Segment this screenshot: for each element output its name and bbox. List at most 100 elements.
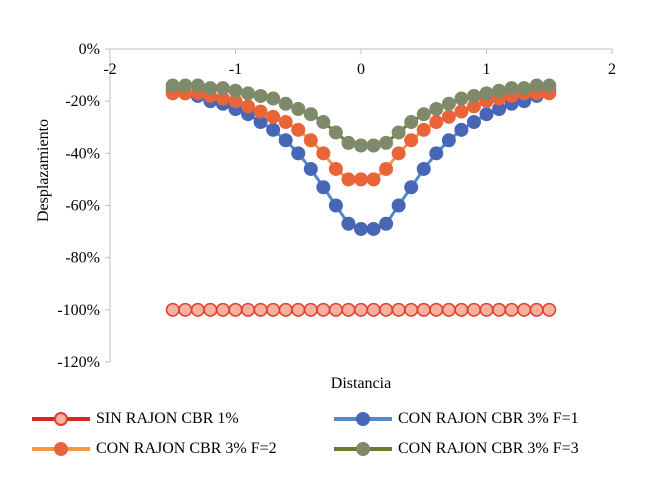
data-point-sin-rajon	[454, 302, 469, 317]
data-point-f1	[303, 161, 318, 176]
data-point-f2	[278, 115, 293, 130]
data-point-f3	[391, 125, 406, 140]
data-point-f2	[391, 146, 406, 161]
data-point-f2	[416, 122, 431, 137]
data-point-sin-rajon	[253, 302, 268, 317]
data-point-sin-rajon	[542, 302, 557, 317]
data-point-f3	[454, 91, 469, 106]
y-axis-title: Desplazamiento	[35, 119, 52, 222]
data-point-f1	[391, 198, 406, 213]
data-point-f2	[341, 172, 356, 187]
data-point-f3	[341, 135, 356, 150]
data-point-sin-rajon	[504, 302, 519, 317]
data-point-f3	[504, 81, 519, 96]
data-point-sin-rajon	[203, 302, 218, 317]
data-point-sin-rajon	[165, 302, 180, 317]
data-point-sin-rajon	[215, 302, 230, 317]
y-tick-label: -80%	[65, 250, 100, 267]
data-point-sin-rajon	[366, 302, 381, 317]
data-point-f1	[366, 221, 381, 236]
data-point-sin-rajon	[466, 302, 481, 317]
data-point-f1	[404, 180, 419, 195]
data-point-f3	[542, 78, 557, 93]
data-point-f2	[303, 133, 318, 148]
data-point-f3	[466, 88, 481, 103]
data-point-sin-rajon	[391, 302, 406, 317]
legend-marker-f3	[356, 442, 370, 456]
x-axis-title: Distancia	[331, 375, 391, 392]
legend-swatch-f1	[334, 411, 392, 427]
data-point-f1	[479, 107, 494, 122]
legend-swatch-f2	[32, 441, 90, 457]
data-point-sin-rajon	[353, 302, 368, 317]
data-point-f1	[429, 146, 444, 161]
data-point-f1	[466, 115, 481, 130]
data-point-sin-rajon	[479, 302, 494, 317]
x-tick-label: 2	[608, 61, 616, 78]
data-point-f2	[353, 172, 368, 187]
data-point-f2	[328, 161, 343, 176]
data-point-f3	[190, 78, 205, 93]
data-point-f2	[291, 122, 306, 137]
data-point-f3	[517, 81, 532, 96]
data-point-f3	[253, 88, 268, 103]
series-f1	[165, 83, 557, 236]
legend-label-f1: CON RAJON CBR 3% F=1	[398, 410, 579, 427]
data-point-f2	[266, 109, 281, 124]
data-point-f1	[379, 216, 394, 231]
data-point-f1	[454, 122, 469, 137]
data-point-sin-rajon	[241, 302, 256, 317]
data-point-sin-rajon	[441, 302, 456, 317]
legend-marker-f1	[356, 412, 370, 426]
data-point-sin-rajon	[328, 302, 343, 317]
data-point-f2	[429, 115, 444, 130]
data-point-f2	[316, 146, 331, 161]
legend-item-f2: CON RAJON CBR 3% F=2	[32, 440, 277, 458]
data-point-f3	[492, 83, 507, 98]
data-point-sin-rajon	[529, 302, 544, 317]
series-f2	[165, 86, 557, 187]
legend-marker-f2	[54, 442, 68, 456]
data-point-sin-rajon	[278, 302, 293, 317]
data-point-sin-rajon	[316, 302, 331, 317]
legend-item-sin-rajon: SIN RAJON CBR 1%	[32, 410, 239, 428]
x-tick-label: -1	[229, 61, 242, 78]
data-point-f3	[291, 101, 306, 116]
data-point-f1	[266, 122, 281, 137]
data-point-f3	[215, 81, 230, 96]
data-point-f3	[366, 138, 381, 153]
y-tick-label: -20%	[65, 93, 100, 110]
data-point-sin-rajon	[416, 302, 431, 317]
data-point-f3	[441, 96, 456, 111]
data-point-sin-rajon	[492, 302, 507, 317]
x-tick-label: 0	[357, 61, 365, 78]
x-tick-label: -2	[103, 61, 116, 78]
data-point-f3	[429, 101, 444, 116]
data-point-sin-rajon	[404, 302, 419, 317]
series-f3	[165, 78, 557, 153]
data-point-sin-rajon	[291, 302, 306, 317]
data-point-f1	[328, 198, 343, 213]
legend-marker-sin-rajon	[54, 412, 68, 426]
data-point-f1	[291, 146, 306, 161]
data-point-f2	[253, 104, 268, 119]
legend-item-f1: CON RAJON CBR 3% F=1	[334, 410, 579, 428]
data-point-sin-rajon	[517, 302, 532, 317]
data-point-f3	[203, 81, 218, 96]
data-point-f1	[353, 221, 368, 236]
legend-label-f2: CON RAJON CBR 3% F=2	[96, 440, 277, 457]
data-point-sin-rajon	[178, 302, 193, 317]
data-point-sin-rajon	[379, 302, 394, 317]
x-tick-label: 1	[483, 61, 491, 78]
data-point-f2	[241, 99, 256, 114]
data-point-f1	[441, 133, 456, 148]
y-tick-label: 0%	[79, 41, 100, 58]
data-point-sin-rajon	[228, 302, 243, 317]
data-point-f3	[416, 107, 431, 122]
data-point-f3	[353, 138, 368, 153]
data-point-f3	[228, 83, 243, 98]
data-point-f1	[341, 216, 356, 231]
series-sin-rajon	[165, 302, 557, 317]
data-point-sin-rajon	[266, 302, 281, 317]
